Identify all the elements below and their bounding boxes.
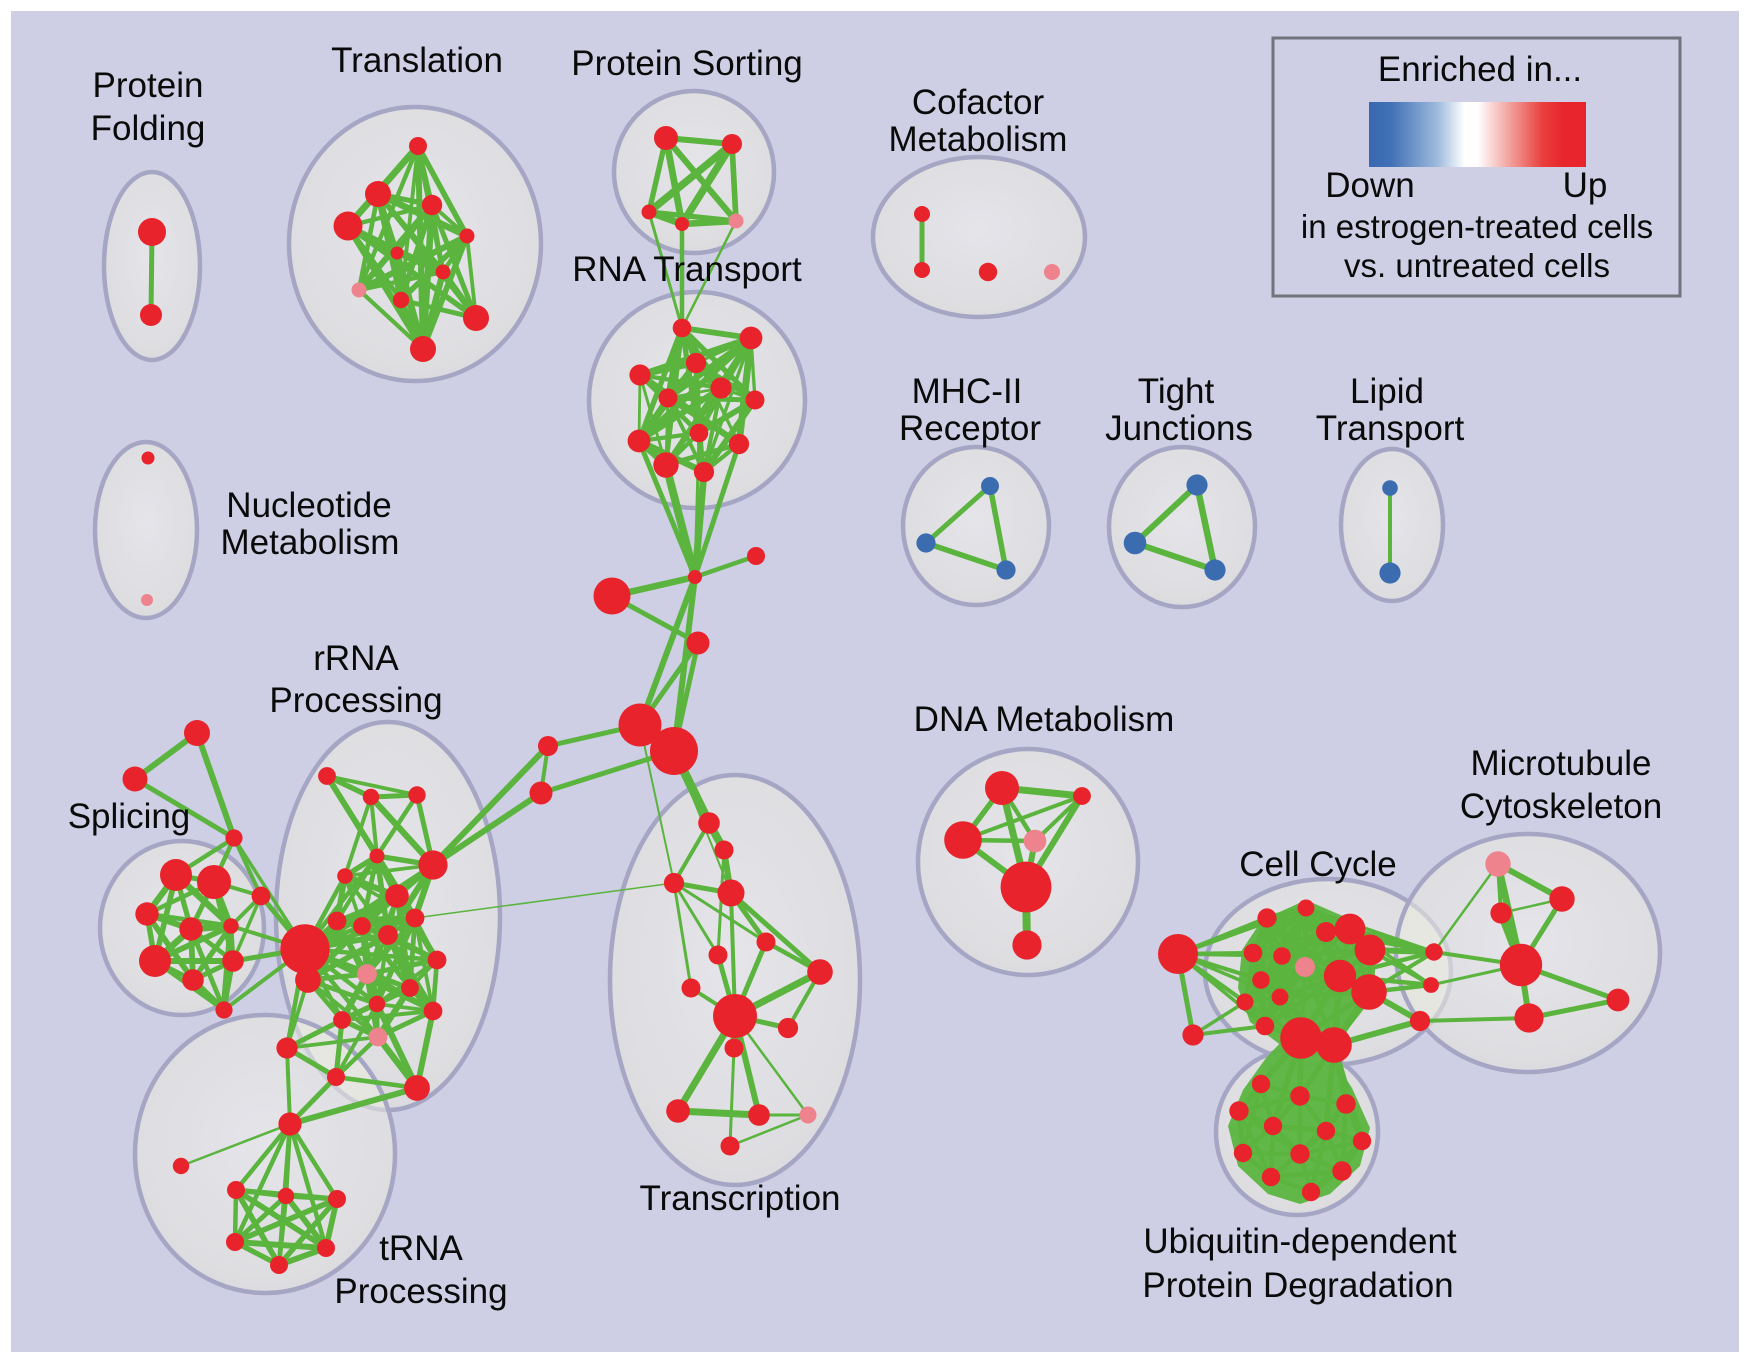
- svg-text:Metabolism: Metabolism: [889, 120, 1068, 159]
- svg-text:Enriched in...: Enriched in...: [1378, 50, 1582, 89]
- svg-text:MHC-II: MHC-II: [912, 372, 1023, 411]
- svg-text:Folding: Folding: [91, 109, 206, 148]
- svg-text:in estrogen-treated cells: in estrogen-treated cells: [1301, 208, 1653, 245]
- svg-text:Protein: Protein: [93, 66, 204, 105]
- svg-text:Transcription: Transcription: [640, 1179, 841, 1218]
- svg-text:rRNA: rRNA: [313, 639, 399, 678]
- svg-text:Metabolism: Metabolism: [221, 523, 400, 562]
- svg-text:Receptor: Receptor: [899, 409, 1041, 448]
- svg-text:Processing: Processing: [334, 1272, 507, 1311]
- svg-text:Processing: Processing: [269, 681, 442, 720]
- svg-text:vs. untreated cells: vs. untreated cells: [1344, 247, 1610, 284]
- svg-text:Microtubule: Microtubule: [1471, 744, 1652, 783]
- svg-text:Cofactor: Cofactor: [912, 83, 1045, 122]
- svg-text:Junctions: Junctions: [1105, 409, 1253, 448]
- svg-text:tRNA: tRNA: [379, 1229, 463, 1268]
- svg-text:Cytoskeleton: Cytoskeleton: [1460, 787, 1662, 826]
- svg-text:Tight: Tight: [1138, 372, 1215, 411]
- svg-text:Protein Sorting: Protein Sorting: [571, 44, 803, 83]
- svg-text:Down: Down: [1325, 166, 1414, 205]
- svg-text:Cell Cycle: Cell Cycle: [1239, 845, 1397, 884]
- svg-text:Splicing: Splicing: [68, 797, 191, 836]
- svg-text:Translation: Translation: [331, 41, 503, 80]
- svg-text:Lipid: Lipid: [1350, 372, 1424, 411]
- svg-text:Nucleotide: Nucleotide: [226, 486, 391, 525]
- svg-text:Protein Degradation: Protein Degradation: [1142, 1266, 1453, 1305]
- svg-text:Ubiquitin-dependent: Ubiquitin-dependent: [1143, 1222, 1457, 1261]
- svg-text:DNA Metabolism: DNA Metabolism: [914, 700, 1175, 739]
- svg-text:Transport: Transport: [1316, 409, 1465, 448]
- svg-text:Up: Up: [1563, 166, 1608, 205]
- svg-text:RNA Transport: RNA Transport: [572, 250, 802, 289]
